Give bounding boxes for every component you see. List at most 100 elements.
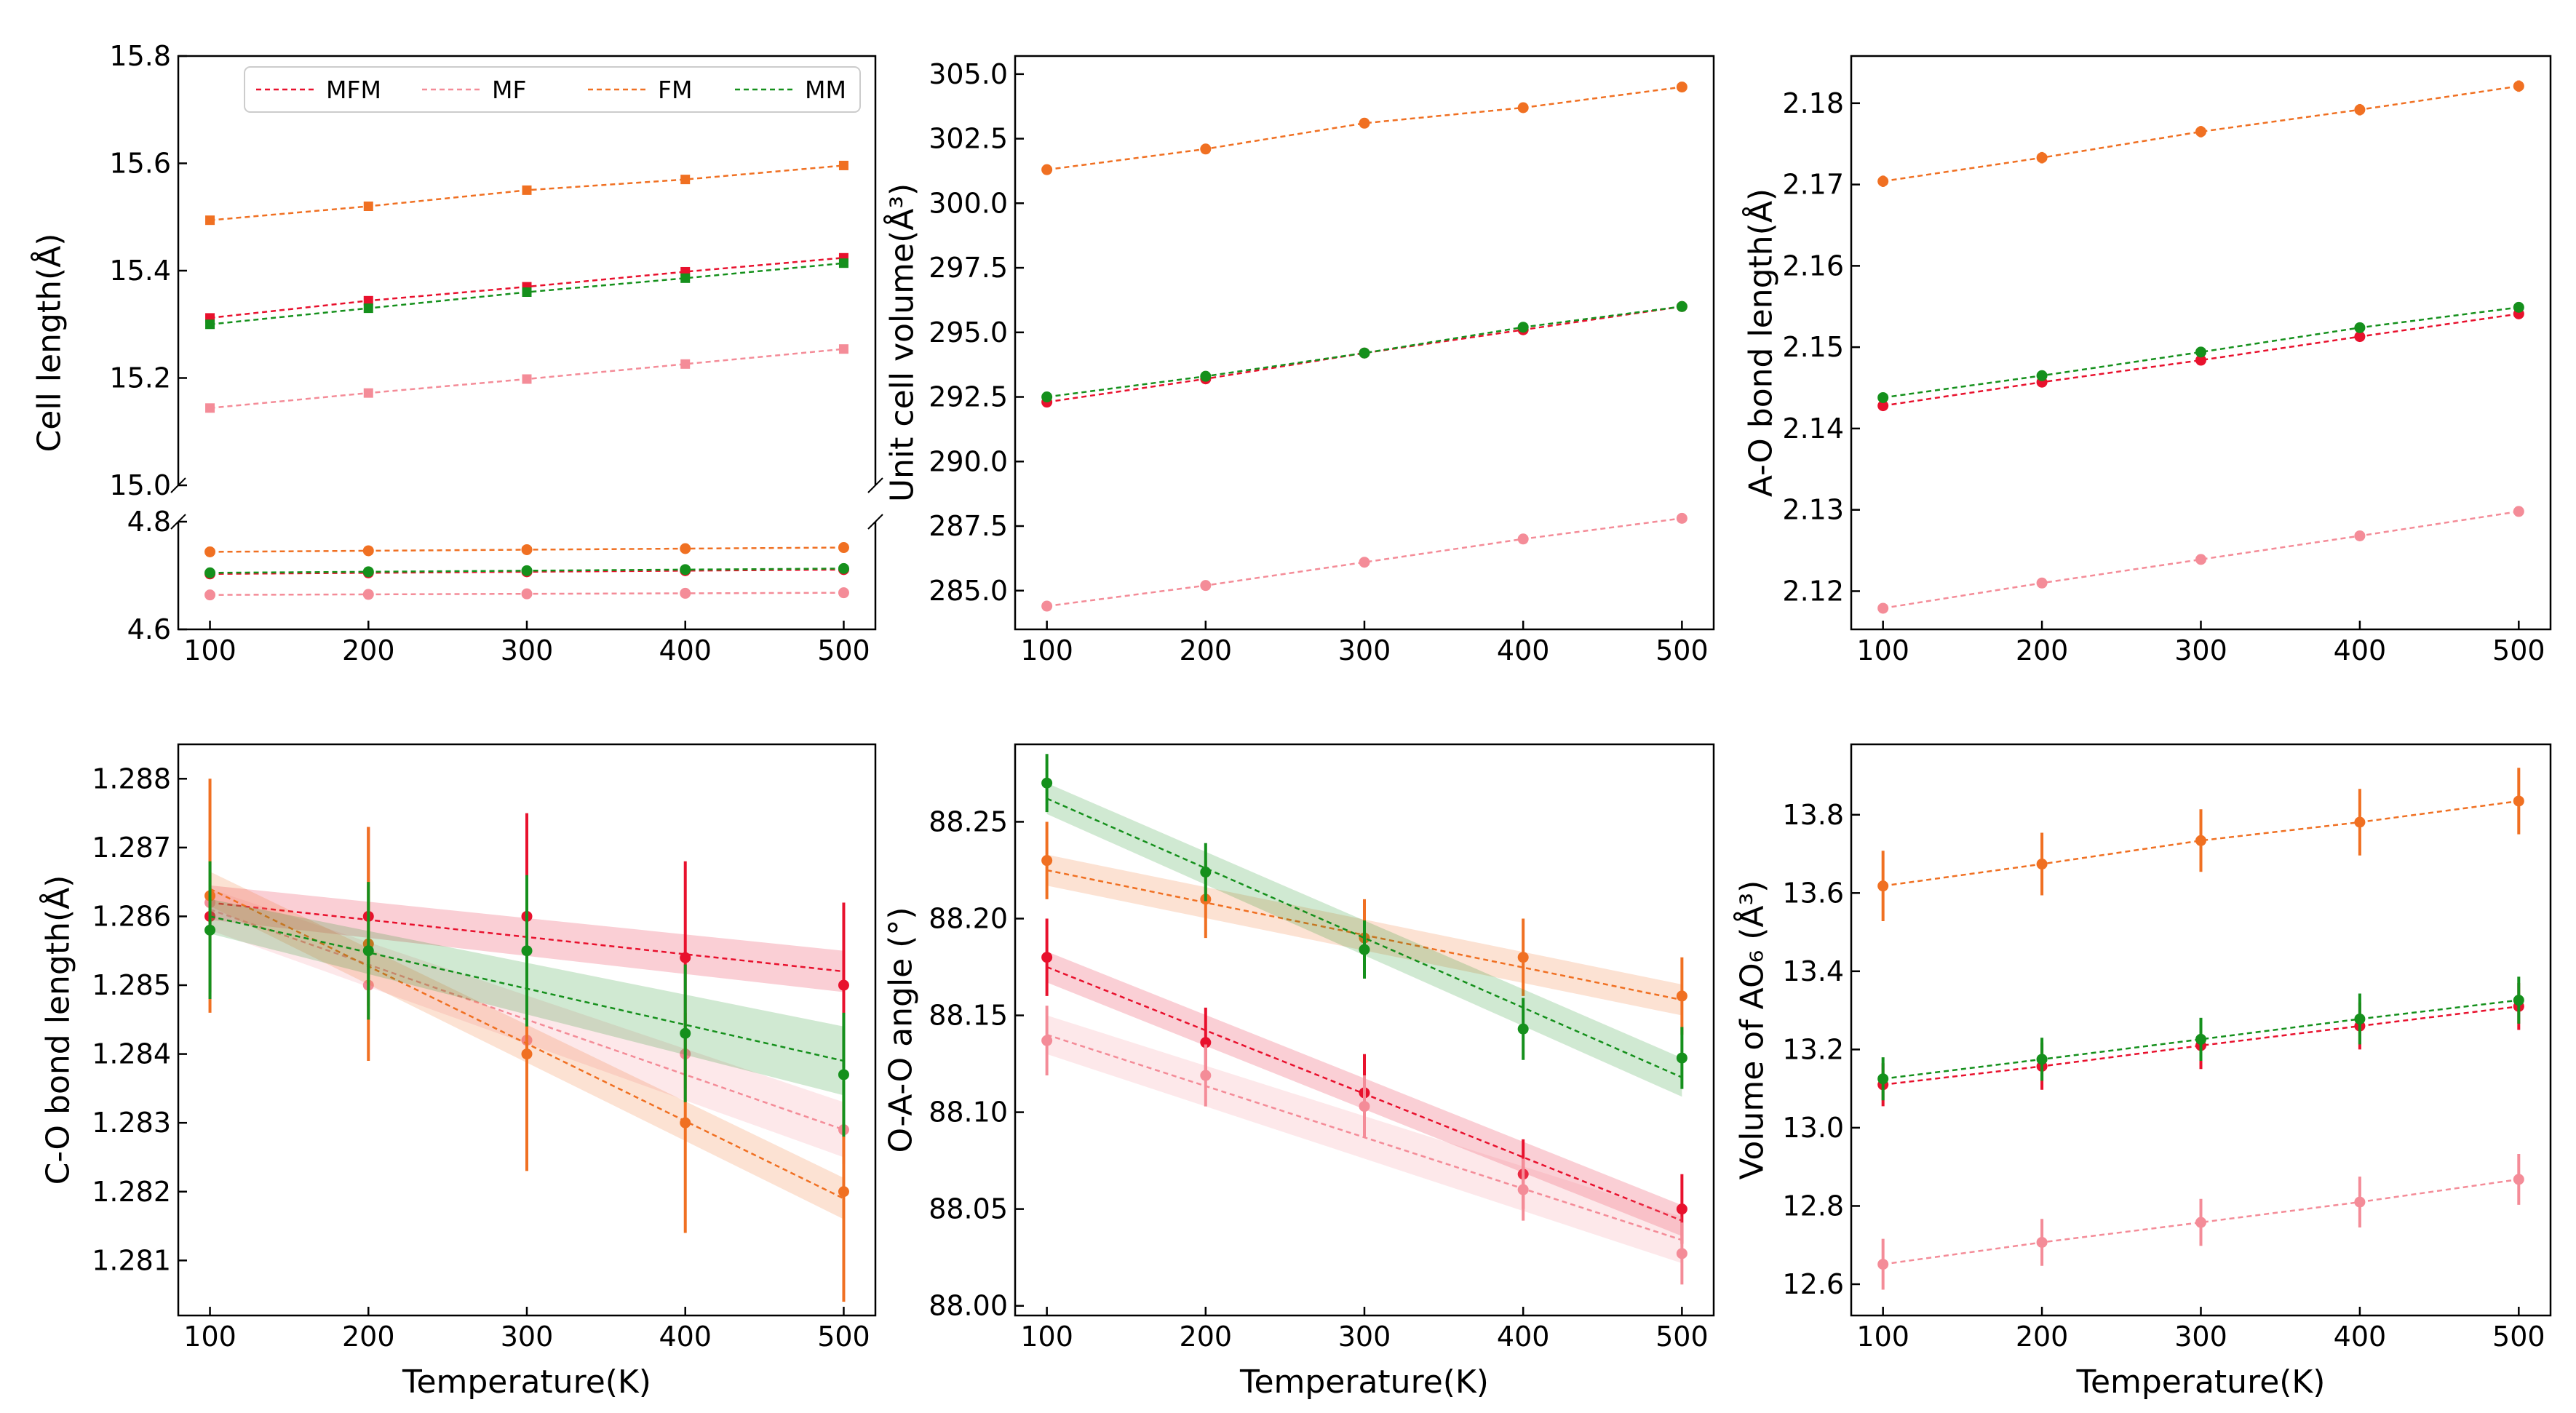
x-tick-label: 500 [2492, 1321, 2545, 1353]
series-MF [204, 587, 849, 601]
data-point-FM [2354, 104, 2366, 116]
data-point-MFM [838, 979, 849, 991]
y-axis-label: Cell length(Å) [30, 234, 68, 453]
x-tick-label: 100 [1020, 634, 1073, 666]
x-tick-label: 400 [2334, 1321, 2387, 1353]
fit-line-MM [1046, 797, 1682, 1078]
data-point-MM [205, 319, 215, 330]
data-point-MF [2036, 1236, 2048, 1248]
y-axis-label: C-O bond length(Å) [39, 875, 77, 1185]
y-tick-label: 292.5 [929, 381, 1008, 413]
fit-line-MF [1046, 1033, 1682, 1241]
data-point-FM [2354, 816, 2366, 828]
series-line-FM [1883, 800, 2519, 887]
series-MF [1877, 506, 2524, 614]
data-point-FM [521, 1048, 533, 1060]
y-tick-label: 285.0 [929, 575, 1008, 607]
axes-frame [1014, 55, 1715, 631]
y-tick-label: 1.287 [92, 832, 171, 864]
data-point-FM [1877, 880, 1889, 892]
series-FM [1877, 768, 2524, 922]
data-point-MM [838, 258, 848, 268]
data-point-MF [680, 359, 691, 369]
data-point-MF [1877, 1259, 1889, 1270]
data-point-MF [2195, 554, 2206, 565]
data-point-FM [2513, 795, 2524, 807]
data-point-FM [2195, 835, 2206, 846]
data-point-FM [2036, 152, 2048, 164]
data-point-MM [1517, 322, 1529, 333]
series-MF [1877, 1153, 2524, 1290]
data-point-MM [2195, 1033, 2206, 1045]
data-point-FM [838, 542, 849, 554]
x-tick-label: 500 [2492, 634, 2545, 666]
data-point-MM [838, 562, 849, 574]
x-tick-label: 300 [1338, 634, 1391, 666]
x-tick-label: 400 [2334, 634, 2387, 666]
y-tick-label: 12.8 [1782, 1190, 1844, 1222]
data-point-MF [2195, 1217, 2206, 1228]
data-point-MFM [1676, 1203, 1687, 1215]
x-tick-label: 200 [1180, 634, 1233, 666]
series-line-MF [1046, 517, 1682, 608]
series-MFM [1877, 308, 2524, 412]
data-point-MM [363, 303, 373, 314]
series-MF [1041, 1006, 1687, 1285]
data-point-MM [1041, 391, 1053, 403]
y-tick-label: 88.00 [929, 1290, 1008, 1322]
series-MM [1041, 300, 1687, 403]
x-tick-label: 100 [1020, 1321, 1073, 1353]
y-tick-label: 297.5 [929, 252, 1008, 284]
y-axis-label: A-O bond length(Å) [1741, 188, 1780, 497]
data-point-FM [1517, 102, 1529, 114]
data-point-MF [204, 589, 216, 601]
data-point-MM [680, 1027, 691, 1039]
data-point-MM [1877, 391, 1889, 403]
x-tick-label: 400 [1497, 634, 1550, 666]
x-tick-label: 100 [183, 634, 236, 666]
data-point-MF [2513, 506, 2524, 517]
data-point-FM [1041, 855, 1053, 867]
data-point-MFM [1041, 952, 1053, 963]
series-MM [1877, 976, 2524, 1101]
data-point-MM [1676, 1052, 1687, 1064]
data-point-FM [1517, 952, 1529, 963]
y-tick-label: 1.282 [92, 1176, 171, 1208]
data-point-MM [2513, 301, 2524, 313]
x-tick-label: 200 [1180, 1321, 1233, 1353]
series-MM [1041, 754, 1687, 1097]
x-tick-label: 500 [1655, 634, 1709, 666]
data-point-MF [680, 587, 691, 599]
y-tick-label: 15.2 [109, 362, 171, 394]
data-point-MM [522, 287, 532, 297]
data-point-MF [1200, 1070, 1212, 1081]
data-point-FM [2513, 80, 2524, 92]
y-tick-label: 2.15 [1782, 331, 1844, 363]
data-point-FM [838, 1186, 849, 1198]
data-point-MF [1517, 1184, 1529, 1195]
data-point-MF [1041, 1035, 1053, 1046]
x-tick-label: 300 [1338, 1321, 1391, 1353]
data-point-MFM [1877, 400, 1889, 412]
data-point-MM [2195, 346, 2206, 358]
y-tick-label: 13.2 [1782, 1033, 1844, 1065]
data-point-MM [1041, 777, 1053, 789]
data-point-MFM [1200, 1037, 1212, 1048]
series-FM [204, 542, 849, 557]
data-point-MF [838, 344, 848, 354]
y-tick-label: 88.25 [929, 805, 1008, 837]
series-line-MFM [1046, 306, 1682, 403]
data-point-MF [2354, 530, 2366, 541]
y-tick-label: 88.15 [929, 1000, 1008, 1032]
legend-frame [244, 66, 861, 113]
data-point-MM [521, 945, 533, 957]
data-point-FM [204, 546, 216, 557]
series-MM [204, 861, 849, 1137]
y-tick-label: 295.0 [929, 317, 1008, 349]
data-point-MM [204, 924, 216, 936]
x-tick-label: 300 [2174, 634, 2227, 666]
data-point-MM [204, 567, 216, 578]
data-point-MF [1359, 1101, 1370, 1113]
legend-label-MFM: MFM [326, 76, 381, 104]
data-point-MM [521, 565, 533, 576]
